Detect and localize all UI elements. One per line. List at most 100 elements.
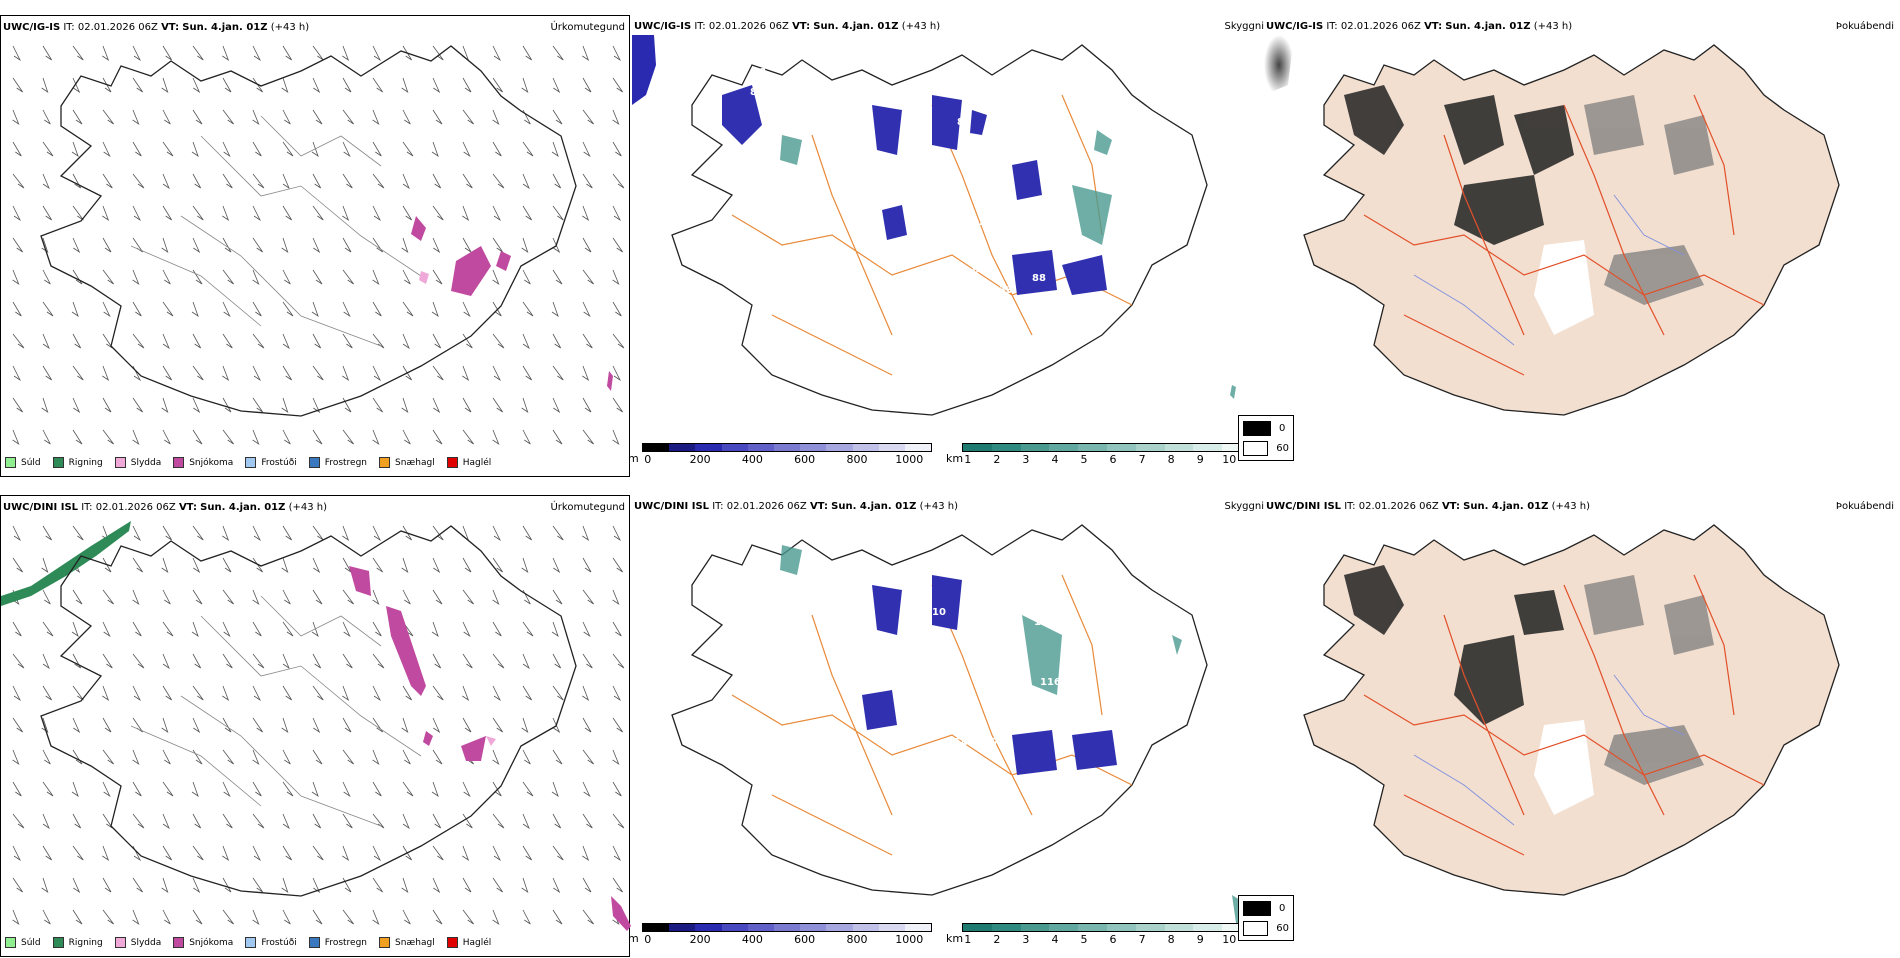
wind-barb [521,397,529,413]
wind-barb [552,45,564,61]
wind-barb [71,301,79,318]
wind-barb [12,269,20,286]
wind-barb [582,781,591,798]
panel-header: UWC/DINI ISL IT: 02.01.2026 06Z VT: Sun.… [3,502,327,513]
wind-barb [462,205,470,222]
wind-barb [342,429,354,445]
wind-barb [492,749,500,766]
legend-swatch [114,937,126,948]
wind-barb [72,429,83,445]
colorbar-step [963,924,992,931]
visibility-label: 83 [852,217,866,228]
wind-barb [432,205,444,221]
legend-item: Frostúði [245,937,297,948]
wind-barb [612,621,622,637]
wind-barb [342,877,352,893]
colorbar-step [991,444,1021,451]
wind-barb [612,301,622,317]
wind-barb [612,45,622,62]
wind-barb [612,333,625,349]
wind-barb [12,173,25,189]
wind-barb [42,813,50,830]
wind-barb [12,749,20,766]
wind-barb [431,621,439,638]
wind-barb [522,301,534,317]
visibility-label: 133 [992,285,1013,296]
wind-barb [522,845,533,861]
panel-header: UWC/DINI ISL IT: 02.01.2026 06Z VT: Sun.… [1266,501,1590,512]
wind-barb [72,173,82,189]
legend-item: Rigning [52,937,103,948]
colorbar-tick: 7 [1138,933,1146,946]
wind-barb [12,429,20,446]
wind-barb [252,109,260,126]
wind-barb [342,813,353,829]
wind-barb [522,781,534,797]
wind-barb [342,685,350,702]
wind-barb [42,269,51,285]
colorbar-tick: 8 [1167,453,1175,466]
wind-barb [191,141,199,158]
wind-barb [521,557,529,573]
wind-barb [312,237,321,254]
colorbar-step [1222,924,1251,931]
wind-barb [12,301,22,317]
wind-barb [42,365,53,381]
wind-barb [281,237,289,253]
wind-barb [552,813,562,829]
wind-barb [432,589,443,605]
wind-barb [252,141,262,157]
colorbar-tick: 2 [993,933,1001,946]
wind-barb [162,525,173,541]
wind-barb [342,621,351,638]
wind-barb [252,397,263,413]
visibility-label: 92 [654,37,668,48]
wind-barb [192,333,202,349]
wind-barb [12,557,23,573]
wind-barb [132,877,143,893]
wind-barb [42,141,54,157]
wind-barb [342,557,352,573]
legend-swatch [173,457,185,468]
wind-barb [282,301,294,317]
wind-barb [312,653,322,669]
wind-barb [612,717,623,733]
colorbar-step [826,924,853,931]
wind-barb [12,621,22,637]
wind-barb [552,429,563,445]
wind-barb [342,365,350,382]
wind-barb [192,237,201,254]
legend-swatch [5,457,16,468]
wind-barb [372,589,380,606]
wind-barb [162,333,170,350]
colorbar-step [747,924,774,931]
legend-item: Snjókoma [173,937,233,948]
legend-label: Rigning [68,937,103,948]
wind-barb [132,621,142,637]
wind-barb [582,77,592,93]
wind-barb [312,397,321,414]
colorbar-tick: 800 [846,933,868,946]
wind-barb [522,333,530,350]
wind-barb [402,685,413,701]
wind-barb [342,717,352,733]
wind-barb [222,237,232,253]
colorbar-tick: 3 [1022,453,1030,466]
wind-barb [582,685,590,702]
wind-barb [492,333,505,349]
wind-barb [102,557,112,573]
wind-barb [102,845,110,862]
wind-barb [612,269,620,286]
colorbar-step [643,924,670,931]
legend-swatch [379,937,391,948]
wind-barb [12,365,22,382]
wind-barb [582,109,594,125]
visibility-map: 92 88 84 106 86 83 92 100 60 133 88 [632,35,1236,416]
legend-item: Frostregn [308,937,367,948]
panel-title: Úrkomutegund [550,22,625,33]
wind-barb [582,429,594,445]
wind-barb [552,557,561,574]
wind-barb [132,557,143,573]
wind-barb [432,717,441,734]
wind-barb [12,845,22,862]
